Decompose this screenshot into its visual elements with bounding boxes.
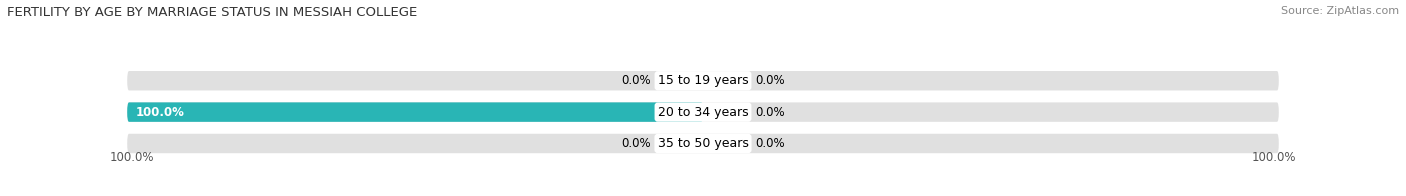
Text: 0.0%: 0.0% bbox=[621, 74, 651, 87]
Text: 15 to 19 years: 15 to 19 years bbox=[658, 74, 748, 87]
Text: FERTILITY BY AGE BY MARRIAGE STATUS IN MESSIAH COLLEGE: FERTILITY BY AGE BY MARRIAGE STATUS IN M… bbox=[7, 6, 418, 19]
FancyBboxPatch shape bbox=[703, 137, 749, 150]
FancyBboxPatch shape bbox=[127, 102, 1279, 122]
Text: 100.0%: 100.0% bbox=[110, 151, 155, 164]
FancyBboxPatch shape bbox=[703, 105, 749, 119]
Text: 0.0%: 0.0% bbox=[621, 137, 651, 150]
Text: 100.0%: 100.0% bbox=[136, 106, 184, 119]
Text: 35 to 50 years: 35 to 50 years bbox=[658, 137, 748, 150]
FancyBboxPatch shape bbox=[127, 71, 1279, 91]
Text: 0.0%: 0.0% bbox=[755, 137, 785, 150]
Text: 0.0%: 0.0% bbox=[755, 106, 785, 119]
FancyBboxPatch shape bbox=[127, 134, 1279, 153]
FancyBboxPatch shape bbox=[657, 74, 703, 87]
FancyBboxPatch shape bbox=[657, 137, 703, 150]
Text: 100.0%: 100.0% bbox=[1251, 151, 1296, 164]
FancyBboxPatch shape bbox=[127, 102, 703, 122]
FancyBboxPatch shape bbox=[703, 74, 749, 87]
Text: 20 to 34 years: 20 to 34 years bbox=[658, 106, 748, 119]
Text: Source: ZipAtlas.com: Source: ZipAtlas.com bbox=[1281, 6, 1399, 16]
Text: 0.0%: 0.0% bbox=[755, 74, 785, 87]
